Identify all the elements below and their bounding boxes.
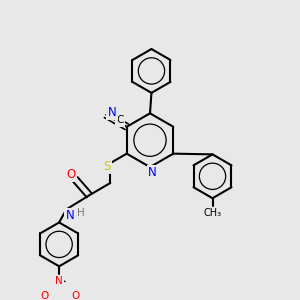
Text: S: S (103, 160, 110, 172)
Text: N: N (148, 167, 157, 179)
Text: O: O (71, 291, 80, 300)
Text: N: N (66, 209, 74, 222)
Text: N: N (107, 106, 116, 119)
Text: O: O (40, 291, 49, 300)
Text: C: C (117, 115, 124, 125)
Text: ⁻: ⁻ (44, 289, 48, 298)
Text: CH₃: CH₃ (203, 208, 222, 218)
Text: H: H (77, 208, 85, 218)
Text: O: O (67, 168, 76, 181)
Text: N: N (55, 276, 63, 286)
